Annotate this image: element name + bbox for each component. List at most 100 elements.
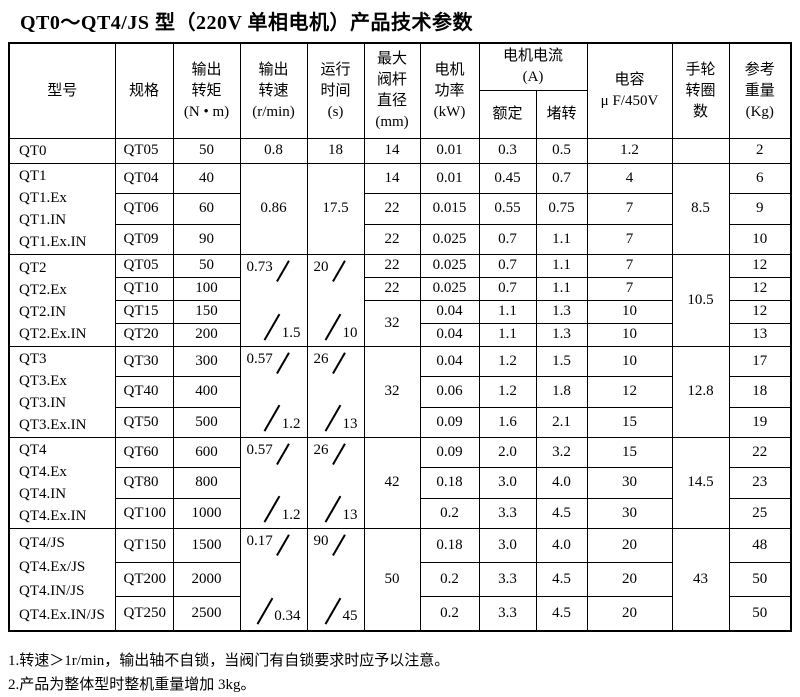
cell-stem: 42 <box>363 437 421 529</box>
cell-torque: 50 <box>172 138 241 164</box>
hdr-line: 运行 <box>320 61 351 78</box>
cell-torque: 300 <box>172 345 241 378</box>
cell-speed-range: 0.57 1.2 <box>239 437 308 529</box>
table-row: QT100 1000 0.2 3.3 4.5 30 25 <box>9 497 792 530</box>
model-line: QT3.Ex <box>19 373 67 389</box>
col-header-capacitor: 电容 μ F/450V <box>586 42 673 139</box>
cell-torque: 400 <box>172 376 241 408</box>
cell-stall: 1.3 <box>535 300 588 324</box>
cell-speed-range: 0.73 1.5 <box>239 254 308 347</box>
hdr-line: 最大 <box>376 51 407 67</box>
cell-torque: 60 <box>172 193 241 225</box>
model-line: QT2.Ex.IN <box>19 325 87 342</box>
cell-weight: 17 <box>728 345 792 378</box>
cell-weight: 12 <box>728 300 792 324</box>
cell-spec: QT10 <box>114 277 174 301</box>
col-header-stem: 最大 阀杆 直径 (mm) <box>363 42 421 139</box>
cell-capacitor: 4 <box>586 162 673 195</box>
col-header-power: 电机 功率 (kW) <box>419 42 480 139</box>
cell-torque: 50 <box>172 254 241 278</box>
model-line: QT4/JS <box>19 535 65 552</box>
table-row: QT20 200 0.04 1.1 1.3 10 13 <box>9 323 792 347</box>
page-title: QT0～QT4/JS 型（220V 单相电机）产品技术参数 <box>20 12 474 34</box>
cell-torque: 100 <box>172 277 241 301</box>
model-line: QT3.Ex.IN <box>19 417 87 433</box>
slash-line <box>324 597 341 624</box>
table-row: QT3 QT3.Ex QT3.IN QT3.Ex.IN QT30 300 0.5… <box>8 345 792 438</box>
model-line: QT3 <box>19 351 47 367</box>
cell-capacitor: 12 <box>586 376 673 408</box>
table-row: QT2 QT2.Ex QT2.IN QT2.Ex.IN QT05 50 0.73… <box>8 254 792 347</box>
cell-stall: 3.2 <box>535 436 588 469</box>
cell-stall: 2.1 <box>535 406 588 439</box>
header-row-2: 额定 堵转 <box>9 90 791 139</box>
cell-rated: 0.7 <box>478 223 537 256</box>
cell-power: 0.2 <box>419 497 480 530</box>
hdr-line: 参考 <box>744 61 775 78</box>
cell-torque: 90 <box>172 223 241 256</box>
table-row: QT200 2000 0.2 3.3 4.5 20 50 <box>9 562 792 597</box>
cell-model: QT4/JS QT4.Ex/JS QT4.IN/JS QT4.Ex.IN/JS <box>8 528 116 631</box>
cell-power: 0.025 <box>419 223 480 256</box>
cell-time: 18 <box>306 138 365 164</box>
cell-power: 0.04 <box>419 323 480 347</box>
cell-rated: 0.3 <box>478 138 537 164</box>
model-line: QT1.Ex.IN <box>19 234 87 250</box>
hdr-line: (N • m) <box>183 103 230 120</box>
model-line: QT4.Ex <box>19 464 67 480</box>
cell-spec: QT50 <box>114 406 174 439</box>
cell-rated: 0.55 <box>478 193 537 225</box>
model-line: QT2.IN <box>19 303 67 320</box>
hdr-line: (mm) <box>375 114 409 130</box>
hdr-line: (A) <box>522 69 544 85</box>
slash-line <box>324 495 341 523</box>
cell-capacitor: 7 <box>586 277 673 301</box>
table-row: QT09 90 22 0.025 0.7 1.1 7 10 <box>9 223 792 256</box>
col-header-torque: 输出 转矩 (N • m) <box>172 42 241 139</box>
speed-value-high: 0.17 <box>246 533 273 549</box>
table-row: QT1 QT1.Ex QT1.IN QT1.Ex.IN QT04 40 0.86… <box>8 162 792 255</box>
cell-power: 0.06 <box>419 376 480 408</box>
cell-capacitor: 7 <box>586 254 673 278</box>
cell-capacitor: 20 <box>586 528 673 563</box>
cell-capacitor: 30 <box>586 497 673 530</box>
cell-torque: 800 <box>172 467 241 499</box>
slash-line <box>331 443 345 465</box>
cell-power: 0.04 <box>419 300 480 324</box>
model-line: QT3.IN <box>19 395 67 411</box>
cell-stall: 0.75 <box>535 193 588 225</box>
hdr-line: 直径 <box>376 93 407 109</box>
slash-line <box>324 404 341 432</box>
cell-spec: QT30 <box>114 345 174 378</box>
slash-line <box>256 597 273 624</box>
cell-stall: 1.8 <box>535 376 588 408</box>
cell-capacitor: 10 <box>586 345 673 378</box>
cell-power: 0.04 <box>419 345 480 378</box>
cell-handwheel <box>671 138 730 164</box>
col-header-stall: 堵转 <box>535 90 588 139</box>
model-line: QT4.Ex.IN <box>19 508 87 524</box>
cell-rated: 1.6 <box>478 406 537 439</box>
hdr-line: (r/min) <box>252 103 295 120</box>
cell-rated: 3.3 <box>478 562 537 597</box>
speed-value-high: 0.57 <box>246 442 273 458</box>
cell-model: QT0 <box>8 138 116 164</box>
cell-time: 17.5 <box>306 163 365 255</box>
cell-stem: 22 <box>363 193 421 225</box>
cell-spec: QT80 <box>114 467 174 499</box>
cell-rated: 1.1 <box>478 300 537 324</box>
cell-capacitor: 1.2 <box>586 138 673 164</box>
slash-line <box>275 534 290 556</box>
cell-rated: 3.3 <box>478 596 537 631</box>
cell-weight: 6 <box>728 162 792 195</box>
cell-spec: QT100 <box>114 497 174 530</box>
cell-power: 0.01 <box>419 138 480 164</box>
slash-line <box>275 352 290 374</box>
col-header-current: 电机电流 (A) <box>478 42 588 91</box>
cell-spec: QT09 <box>114 223 174 256</box>
cell-weight: 23 <box>728 467 792 499</box>
speed-value-high: 0.73 <box>246 259 273 275</box>
cell-power: 0.18 <box>419 467 480 499</box>
hdr-line: (kW) <box>433 103 466 120</box>
cell-rated: 3.0 <box>478 528 537 563</box>
